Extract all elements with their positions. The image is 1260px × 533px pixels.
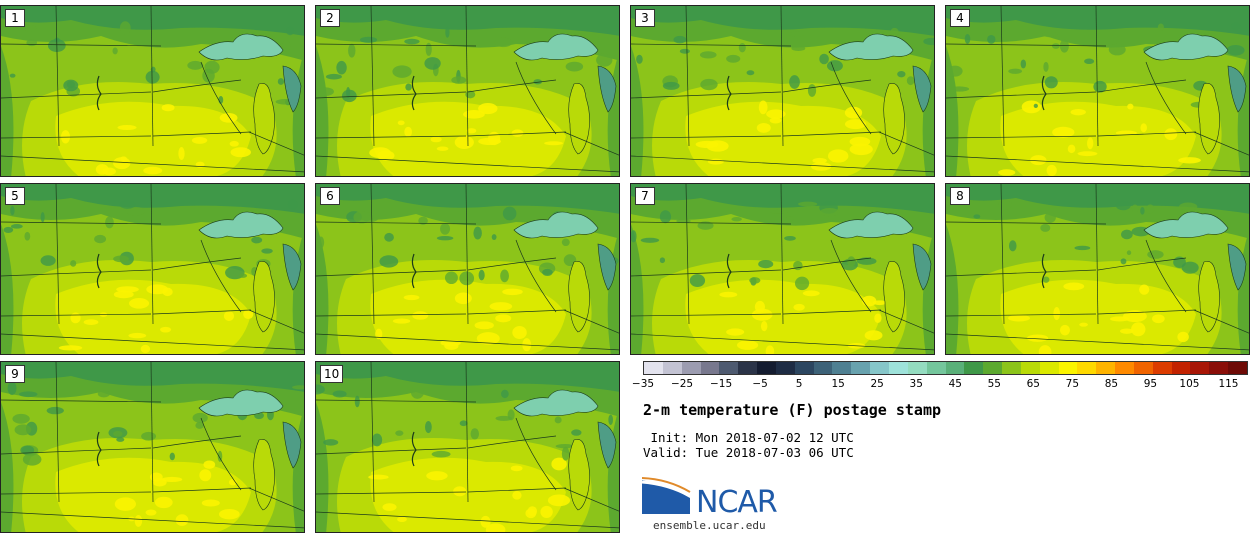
member-number-label: 4 (950, 9, 970, 27)
member-panel: 6 (315, 183, 620, 355)
figure-title: 2-m temperature (F) postage stamp (643, 401, 942, 419)
colorbar-swatch (1039, 362, 1059, 374)
temperature-map (316, 362, 619, 532)
temperature-map (946, 6, 1249, 176)
member-number-label: 2 (320, 9, 340, 27)
colorbar-swatch (964, 362, 984, 374)
colorbar-swatch (1115, 362, 1134, 374)
colorbar-swatch (1209, 362, 1229, 374)
colorbar-swatch (719, 362, 739, 374)
colorbar-tick-label: 95 (1143, 378, 1158, 390)
colorbar-tick-label: 35 (909, 378, 923, 390)
colorbar-tick-label: −25 (670, 378, 694, 390)
member-number-label: 9 (5, 365, 25, 383)
colorbar-swatch (1077, 362, 1097, 374)
ncar-wordmark: NCAR (696, 485, 778, 520)
temperature-map (1, 6, 304, 176)
colorbar-swatch (700, 362, 720, 374)
member-panel: 2 (315, 5, 620, 177)
colorbar-swatch (644, 362, 663, 374)
colorbar-tick-labels: −35 −25 −15 −5 5 15 25 35 45 55 65 75 85 95 105 115 (632, 378, 1248, 392)
member-panel: 8 (945, 183, 1250, 355)
colorbar-swatch (1020, 362, 1040, 374)
colorbar-tick-label: −15 (709, 378, 733, 390)
colorbar-tick-label: 105 (1179, 378, 1200, 390)
temperature-map (946, 184, 1249, 354)
colorbar-swatch (757, 362, 776, 374)
member-number-label: 8 (950, 187, 970, 205)
member-number-label: 7 (635, 187, 655, 205)
colorbar-swatch (870, 362, 889, 374)
ncar-swoosh-icon (641, 477, 691, 514)
colorbar-swatch (1002, 362, 1021, 374)
colorbar-swatch (983, 362, 1003, 374)
colorbar-tick-label: 75 (1065, 378, 1080, 390)
colorbar-swatch (832, 362, 852, 374)
colorbar-swatch (1190, 362, 1210, 374)
colorbar-swatch (794, 362, 814, 374)
colorbar-tick-label: 5 (795, 378, 803, 390)
member-panel: 4 (945, 5, 1250, 177)
member-number-label: 1 (5, 9, 25, 27)
member-panel: 3 (630, 5, 935, 177)
colorbar-swatch (945, 362, 965, 374)
colorbar-swatch (1152, 362, 1172, 374)
site-url: ensemble.ucar.edu (653, 519, 766, 532)
colorbar-swatch (681, 362, 701, 374)
member-panel: 5 (0, 183, 305, 355)
member-number-label: 10 (320, 365, 344, 383)
colorbar-swatch (888, 362, 908, 374)
member-panel: 1 (0, 5, 305, 177)
valid-time: Valid: Tue 2018-07-03 06 UTC (643, 445, 854, 460)
ncar-logo: NCAR (641, 476, 802, 532)
colorbar-swatch (851, 362, 871, 374)
colorbar-swatch (738, 362, 758, 374)
colorbar-tick-label: 45 (948, 378, 962, 390)
temperature-map (1, 362, 304, 532)
temperature-map (631, 184, 934, 354)
temperature-map (1, 184, 304, 354)
colorbar-swatch (926, 362, 946, 374)
member-panel: 9 (0, 361, 305, 533)
temperature-map (631, 6, 934, 176)
colorbar-tick-label: 15 (831, 378, 845, 390)
colorbar-swatch (813, 362, 833, 374)
colorbar-tick-label: 25 (870, 378, 884, 390)
temperature-map (316, 6, 619, 176)
colorbar-swatch (1058, 362, 1078, 374)
colorbar-swatch (1228, 362, 1247, 374)
colorbar-swatch (662, 362, 682, 374)
colorbar-swatch (907, 362, 927, 374)
temperature-map (316, 184, 619, 354)
init-time: Init: Mon 2018-07-02 12 UTC (643, 430, 854, 445)
member-number-label: 5 (5, 187, 25, 205)
colorbar-tick-label: −35 (631, 378, 655, 390)
colorbar-tick-label: −5 (752, 378, 768, 390)
colorbar-swatch (1096, 362, 1116, 374)
member-panel: 10 (315, 361, 620, 533)
colorbar-swatch (775, 362, 795, 374)
member-panel: 7 (630, 183, 935, 355)
colorbar-tick-label: 115 (1218, 378, 1239, 390)
member-number-label: 6 (320, 187, 340, 205)
member-number-label: 3 (635, 9, 655, 27)
colorbar-swatch (1171, 362, 1191, 374)
colorbar-tick-label: 55 (987, 378, 1001, 390)
colorbar-tick-label: 85 (1104, 378, 1119, 390)
temperature-colorbar (643, 361, 1248, 375)
colorbar-swatch (1133, 362, 1153, 374)
colorbar-tick-label: 65 (1026, 378, 1040, 390)
